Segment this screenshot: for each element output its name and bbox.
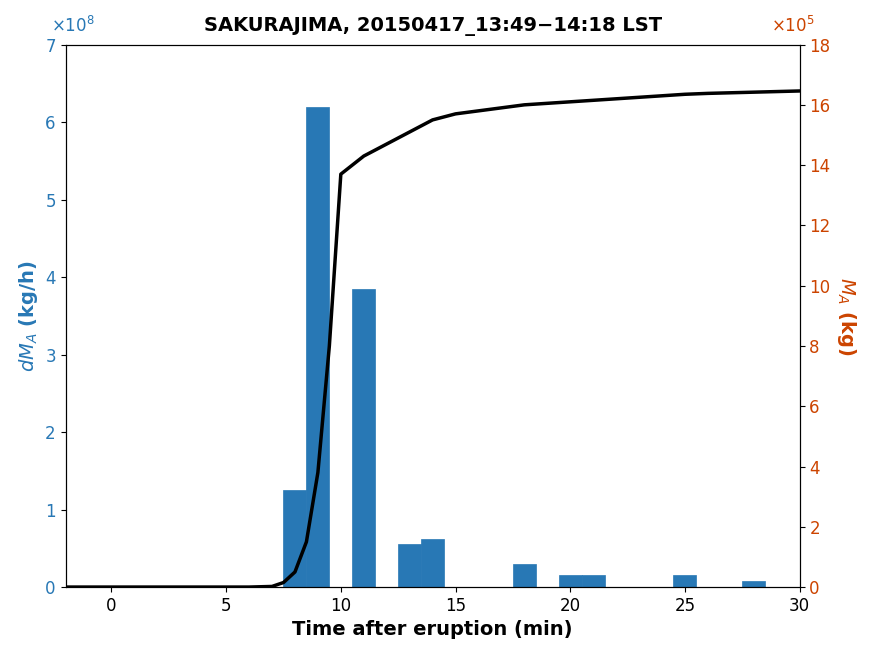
Bar [398, 544, 421, 587]
Bar [421, 539, 444, 587]
Bar [582, 575, 605, 587]
Title: SAKURAJIMA, 20150417_13:49−14:18 LST: SAKURAJIMA, 20150417_13:49−14:18 LST [204, 16, 662, 35]
Text: $\times 10^8$: $\times 10^8$ [51, 16, 94, 37]
Bar [513, 564, 536, 587]
Bar [559, 575, 582, 587]
Bar [306, 106, 329, 587]
Bar [284, 490, 306, 587]
Y-axis label: $M_A$ (kg): $M_A$ (kg) [836, 277, 858, 355]
Y-axis label: $dM_A$ (kg/h): $dM_A$ (kg/h) [17, 260, 39, 372]
X-axis label: Time after eruption (min): Time after eruption (min) [292, 621, 573, 640]
Bar [742, 581, 765, 587]
Bar [353, 289, 375, 587]
Bar [674, 575, 696, 587]
Text: $\times 10^5$: $\times 10^5$ [771, 16, 815, 37]
